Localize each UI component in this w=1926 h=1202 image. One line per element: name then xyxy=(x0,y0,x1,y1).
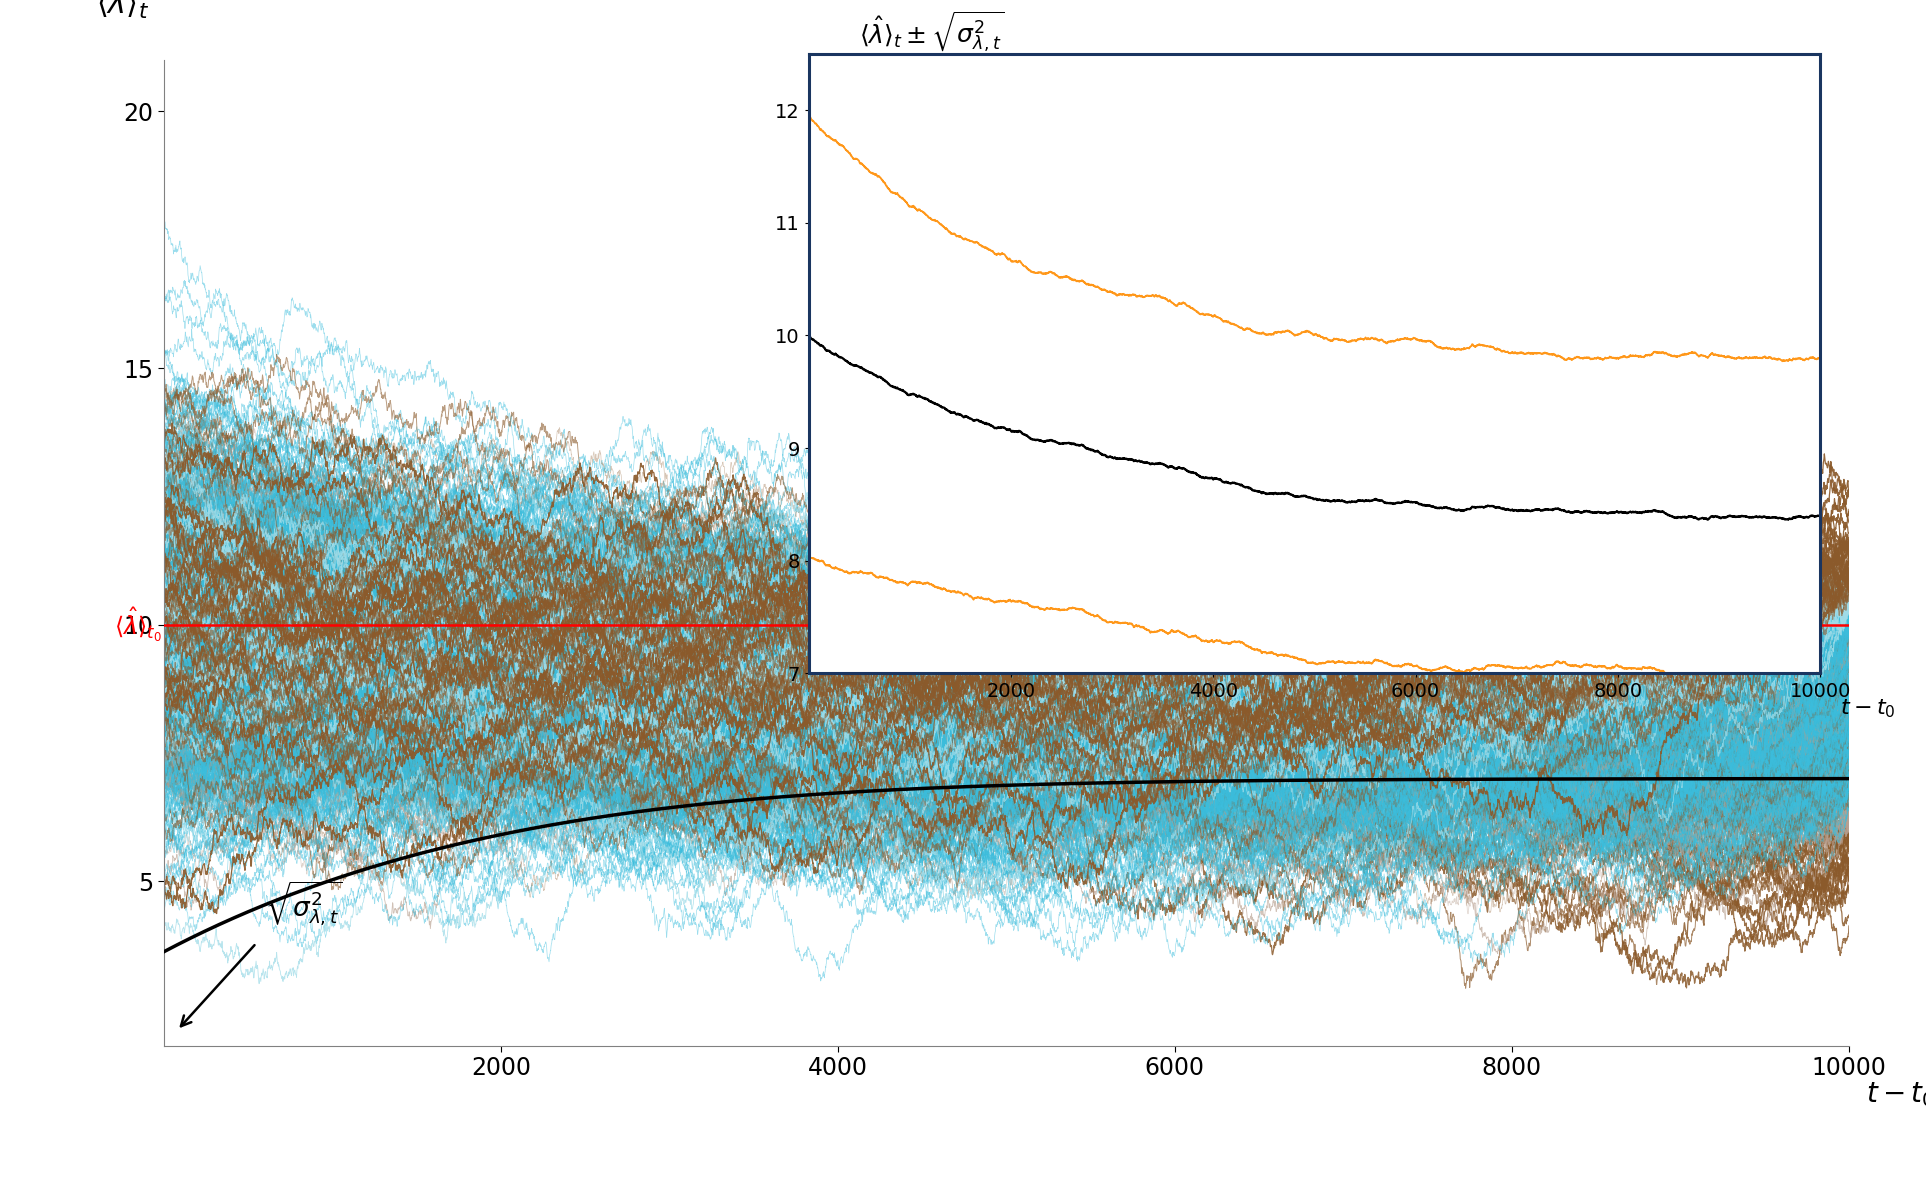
Text: $t-t_0$: $t-t_0$ xyxy=(1866,1081,1926,1109)
Text: $\langle\hat{\lambda}\rangle_t \pm \sqrt{\sigma^2_{\lambda,t}}$: $\langle\hat{\lambda}\rangle_t \pm \sqrt… xyxy=(859,10,1005,54)
Text: $t-t_0$: $t-t_0$ xyxy=(1841,698,1895,720)
Text: $\langle\hat{\lambda}\rangle_t$: $\langle\hat{\lambda}\rangle_t$ xyxy=(96,0,150,20)
Text: $\langle\hat{\lambda}\rangle_{t_0}$: $\langle\hat{\lambda}\rangle_{t_0}$ xyxy=(114,606,162,644)
Text: $\sqrt{\sigma^2_{\lambda,t}}$: $\sqrt{\sigma^2_{\lambda,t}}$ xyxy=(266,879,343,928)
